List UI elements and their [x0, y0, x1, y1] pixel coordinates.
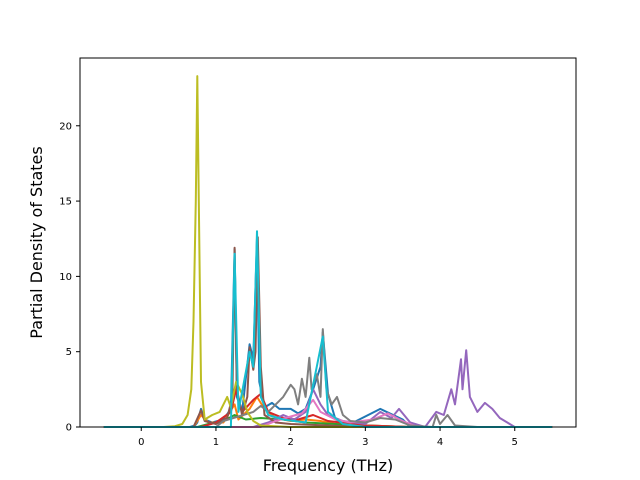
- y-tick-label: 5: [66, 347, 72, 358]
- pdos-series-line-10: [103, 230, 553, 428]
- pdos-series-line-7: [103, 398, 553, 428]
- x-tick-label: 5: [512, 437, 518, 448]
- x-tick-label: 4: [437, 437, 443, 448]
- x-axis-ticks: 0 1 2 3 4 5: [138, 427, 518, 448]
- y-axis-label: Partial Density of States: [27, 146, 46, 338]
- axes-frame: [79, 57, 577, 428]
- pdos-series-line-6: [103, 236, 553, 428]
- y-tick-label: 0: [66, 423, 72, 434]
- plot-area: [79, 57, 577, 428]
- x-tick-label: 3: [362, 437, 368, 448]
- x-axis-label: Frequency (THz): [263, 456, 393, 475]
- y-tick-label: 15: [59, 197, 72, 208]
- y-tick-label: 20: [59, 121, 72, 132]
- pdos-series-line-9: [103, 75, 553, 428]
- x-tick-label: 1: [213, 437, 219, 448]
- x-tick-label: 2: [287, 437, 293, 448]
- x-tick-label: 0: [138, 437, 144, 448]
- y-tick-label: 10: [59, 272, 72, 283]
- y-axis-ticks: 0 5 10 15 20: [59, 121, 80, 434]
